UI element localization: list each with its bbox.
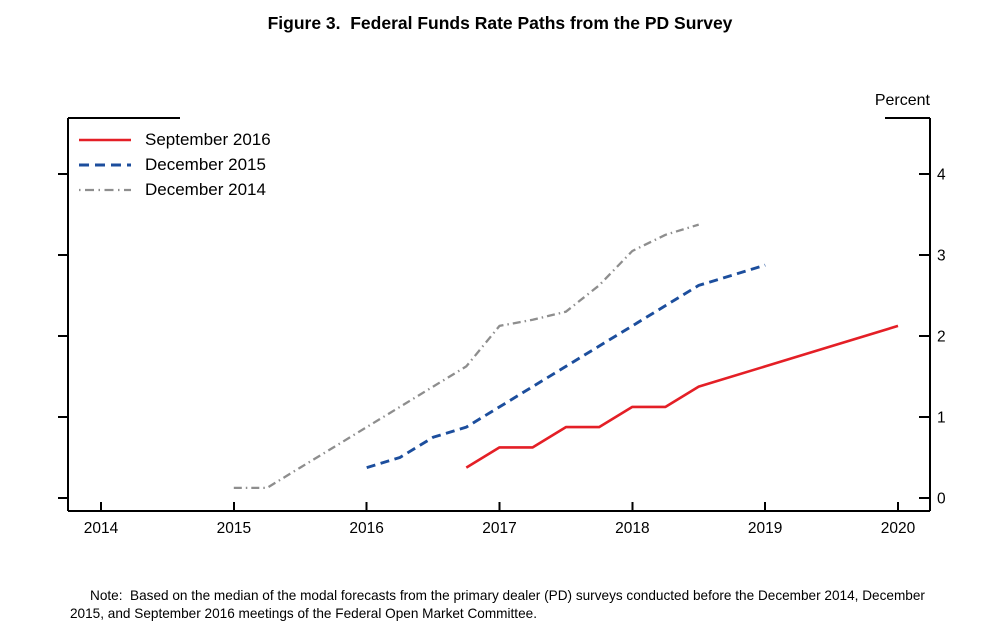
x-tick-label: 2017	[482, 520, 516, 537]
y-tick-label: 3	[937, 248, 946, 265]
legend-line-sample-dashed-icon	[79, 163, 131, 166]
x-tick-label: 2016	[349, 520, 383, 537]
legend-line-sample-dashdot-icon	[79, 188, 131, 191]
legend-label: December 2014	[145, 180, 266, 199]
series-line-september-2016	[465, 324, 899, 469]
x-tick-label: 2019	[748, 520, 782, 537]
x-tick-label: 2020	[881, 520, 916, 537]
x-tick-label: 2015	[217, 520, 251, 537]
series-line-december-2014	[233, 223, 700, 490]
page-title: Figure 3. Federal Funds Rate Paths from …	[267, 13, 733, 33]
y-tick-label: 4	[937, 167, 946, 184]
series-line-december-2015	[366, 263, 766, 469]
y-tick-label: 2	[937, 329, 946, 346]
legend-item-december-2015: December 2015	[78, 152, 271, 177]
footnotes: Note: Based on the median of the modal f…	[70, 551, 928, 625]
legend-item-december-2014: December 2014	[78, 177, 271, 202]
x-tick-label: 2014	[84, 520, 119, 537]
y-tick-label: 1	[937, 410, 946, 427]
x-tick-label: 2018	[615, 520, 649, 537]
legend-line-sample-solid-icon	[79, 138, 131, 141]
legend-item-september-2016: September 2016	[78, 127, 271, 152]
y-axis-title: Percent	[874, 92, 930, 109]
y-tick-label: 0	[937, 491, 946, 508]
legend: September 2016 December 2015 December 20…	[78, 127, 271, 202]
legend-label: September 2016	[145, 130, 271, 149]
legend-label: December 2015	[145, 155, 266, 174]
note-text: Note: Based on the median of the modal f…	[70, 588, 929, 622]
